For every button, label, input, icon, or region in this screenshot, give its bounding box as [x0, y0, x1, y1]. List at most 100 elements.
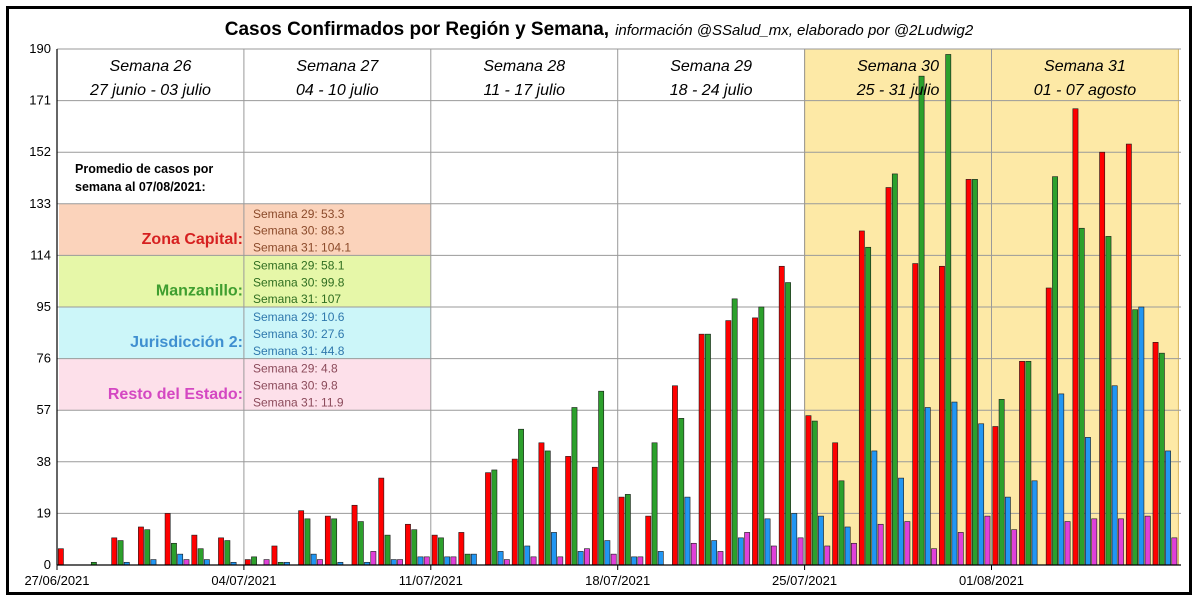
bar: [491, 469, 498, 566]
bar: [444, 556, 451, 566]
bar: [1099, 151, 1106, 566]
week-range-label: 11 - 17 julio: [483, 82, 565, 99]
bar: [992, 426, 999, 566]
bar: [998, 399, 1005, 566]
chart-frame: 0 19 38 57 76 95 114 133 152 171 190 27/06/2021 04/0…: [6, 6, 1192, 595]
bar: [752, 317, 758, 566]
bar: [931, 548, 937, 566]
bar: [877, 523, 884, 566]
bar: [764, 518, 771, 566]
bar: [1165, 450, 1171, 566]
bar: [657, 551, 664, 566]
y-tick-label: 95: [37, 299, 51, 314]
region-stat-line: Semana 31: 107: [253, 292, 341, 306]
bar: [1085, 437, 1091, 566]
region-band-4: [59, 358, 431, 411]
bar: [378, 477, 385, 566]
bar: [1138, 306, 1145, 566]
bar: [464, 553, 471, 566]
bar: [604, 540, 611, 566]
bar: [684, 496, 691, 566]
region-band-1: [59, 203, 431, 256]
bar: [485, 472, 491, 566]
bar: [678, 418, 685, 566]
bar: [591, 466, 598, 566]
bar: [737, 537, 744, 566]
bar: [1132, 309, 1139, 566]
region-stat-line: Semana 30: 99.8: [253, 275, 345, 289]
bar: [672, 385, 678, 566]
bar: [978, 423, 985, 566]
bar: [470, 553, 477, 566]
bar: [511, 458, 518, 566]
week-range-label: 01 - 07 agosto: [1034, 82, 1136, 99]
y-tick-label: 76: [37, 351, 51, 366]
bar: [698, 333, 705, 566]
bar: [544, 450, 551, 566]
bar: [405, 523, 411, 566]
bar: [690, 542, 697, 566]
bar: [218, 537, 224, 566]
bar: [844, 526, 851, 566]
y-tick-label: 0: [44, 557, 51, 572]
bar: [397, 559, 403, 566]
bar: [565, 456, 572, 566]
bar: [191, 534, 198, 566]
bar: [891, 173, 898, 566]
bar: [1031, 480, 1038, 566]
bar: [1144, 515, 1151, 566]
y-tick-label: 152: [29, 144, 51, 159]
x-tick-label: 11/07/2021: [399, 573, 463, 588]
week-range-label: 27 junio - 03 julio: [89, 82, 211, 99]
bar: [1158, 352, 1165, 566]
bar: [1004, 496, 1011, 566]
bar: [957, 532, 964, 566]
week-name-label: Semana 27: [296, 58, 379, 75]
x-tick-label: 27/06/2021: [24, 573, 89, 588]
region-stat-line: Semana 31: 44.8: [253, 344, 345, 358]
bar: [423, 556, 430, 566]
bar: [965, 179, 972, 566]
bar: [610, 553, 617, 566]
bar: [431, 534, 438, 566]
week-name-label: Semana 26: [110, 58, 192, 75]
bar: [357, 521, 364, 566]
region-stat-line: Semana 30: 27.6: [253, 327, 345, 341]
bar: [851, 542, 857, 566]
bar: [797, 537, 804, 566]
bar: [717, 551, 724, 566]
bar: [824, 545, 831, 566]
region-name: Resto del Estado:: [108, 386, 243, 403]
week-name-label: Semana 29: [670, 58, 752, 75]
week-range-label: 25 - 31 julio: [856, 82, 940, 99]
x-tick-label: 04/07/2021: [211, 573, 276, 588]
bar: [390, 559, 397, 566]
bar: [791, 513, 798, 566]
bar: [924, 407, 931, 566]
bar: [251, 556, 257, 566]
x-tick-label: 18/07/2021: [585, 573, 650, 588]
bar: [177, 553, 184, 566]
bar: [725, 320, 732, 566]
y-tick-label: 114: [30, 247, 51, 262]
bar: [1019, 361, 1025, 566]
bar: [885, 187, 892, 566]
bar: [805, 415, 812, 566]
average-title-line1: Promedio de casos por: [75, 162, 213, 176]
bar: [618, 496, 625, 566]
bar: [298, 510, 305, 566]
bar: [1011, 529, 1018, 566]
bar: [1152, 342, 1159, 566]
region-stat-line: Semana 31: 104.1: [253, 241, 351, 255]
chart-title-line: Casos Confirmados por Región y Semana, in…: [225, 19, 974, 40]
bar: [945, 54, 952, 566]
region-stat-line: Semana 31: 11.9: [253, 395, 344, 409]
bar: [584, 548, 590, 566]
bar: [904, 521, 911, 566]
bar: [524, 545, 531, 566]
bar: [778, 265, 785, 566]
bar: [1111, 385, 1118, 566]
bar: [450, 556, 457, 566]
bar: [224, 540, 231, 566]
bar: [731, 298, 738, 566]
